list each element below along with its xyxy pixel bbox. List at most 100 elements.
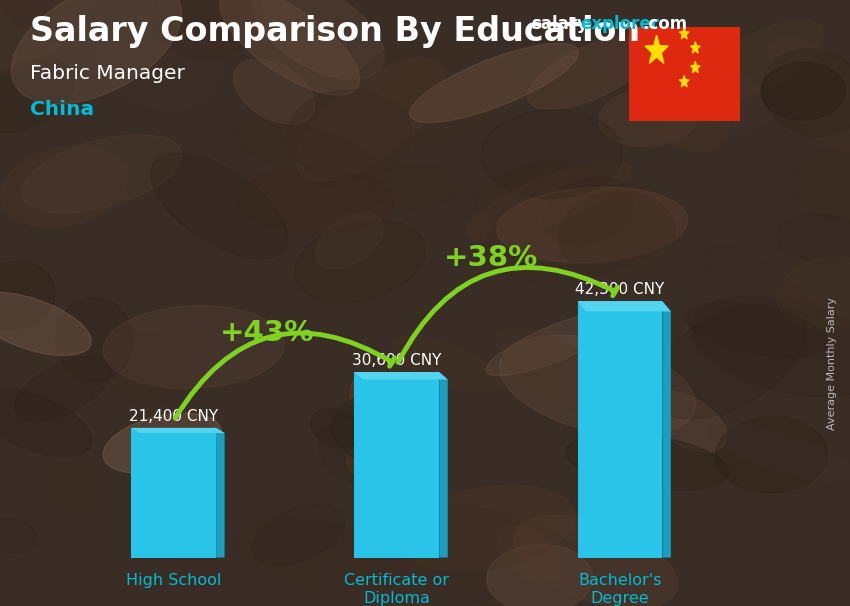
Ellipse shape — [287, 90, 411, 180]
Ellipse shape — [499, 335, 696, 436]
Ellipse shape — [776, 214, 850, 262]
FancyBboxPatch shape — [131, 428, 216, 558]
Ellipse shape — [399, 507, 593, 606]
Ellipse shape — [0, 59, 75, 133]
Ellipse shape — [0, 261, 55, 330]
Ellipse shape — [33, 324, 88, 407]
Ellipse shape — [252, 504, 344, 565]
Ellipse shape — [650, 303, 806, 419]
Ellipse shape — [237, 167, 393, 234]
Ellipse shape — [400, 485, 575, 571]
Ellipse shape — [764, 38, 850, 154]
Ellipse shape — [413, 501, 557, 594]
Ellipse shape — [347, 440, 405, 481]
Ellipse shape — [566, 433, 729, 491]
Ellipse shape — [762, 49, 850, 136]
Text: 21,400 CNY: 21,400 CNY — [129, 408, 218, 424]
Ellipse shape — [11, 0, 182, 104]
Ellipse shape — [172, 550, 313, 606]
Text: Salary Comparison By Education: Salary Comparison By Education — [30, 15, 640, 48]
Ellipse shape — [220, 0, 360, 95]
Polygon shape — [690, 61, 700, 73]
FancyBboxPatch shape — [578, 301, 662, 558]
Ellipse shape — [496, 187, 688, 263]
Ellipse shape — [391, 336, 501, 392]
Ellipse shape — [315, 213, 383, 268]
Ellipse shape — [0, 0, 80, 42]
Ellipse shape — [0, 518, 36, 553]
Ellipse shape — [145, 470, 215, 522]
Ellipse shape — [311, 408, 360, 448]
Polygon shape — [662, 301, 671, 558]
Text: 30,600 CNY: 30,600 CNY — [352, 353, 441, 368]
Polygon shape — [679, 75, 689, 87]
Ellipse shape — [486, 308, 631, 376]
Polygon shape — [679, 27, 689, 39]
Ellipse shape — [103, 413, 222, 473]
Ellipse shape — [110, 331, 184, 407]
Polygon shape — [131, 428, 224, 433]
Polygon shape — [439, 372, 448, 558]
Polygon shape — [690, 42, 700, 53]
Text: .com: .com — [642, 15, 687, 33]
Ellipse shape — [0, 388, 92, 456]
Ellipse shape — [475, 162, 603, 225]
Text: China: China — [30, 100, 94, 119]
Ellipse shape — [514, 516, 677, 606]
Ellipse shape — [15, 357, 111, 421]
Ellipse shape — [319, 416, 420, 488]
Polygon shape — [216, 428, 224, 558]
Text: +43%: +43% — [220, 319, 314, 347]
Ellipse shape — [528, 36, 654, 110]
Text: +38%: +38% — [444, 244, 538, 272]
Ellipse shape — [21, 135, 182, 213]
Ellipse shape — [543, 177, 633, 245]
Ellipse shape — [496, 328, 618, 417]
Text: Fabric Manager: Fabric Manager — [30, 64, 184, 82]
Ellipse shape — [485, 565, 546, 606]
Ellipse shape — [481, 110, 623, 198]
Ellipse shape — [685, 302, 828, 358]
Ellipse shape — [341, 36, 452, 135]
Ellipse shape — [648, 391, 727, 452]
Text: salary: salary — [531, 15, 588, 33]
Ellipse shape — [410, 43, 579, 122]
Ellipse shape — [252, 0, 384, 79]
Ellipse shape — [373, 50, 507, 146]
Ellipse shape — [295, 220, 425, 303]
FancyBboxPatch shape — [354, 372, 439, 558]
Ellipse shape — [137, 413, 215, 467]
Ellipse shape — [50, 462, 100, 512]
Ellipse shape — [152, 0, 263, 58]
Ellipse shape — [793, 145, 850, 222]
Ellipse shape — [236, 518, 403, 593]
Ellipse shape — [706, 245, 828, 355]
Ellipse shape — [598, 87, 699, 147]
Ellipse shape — [702, 20, 824, 101]
Ellipse shape — [467, 160, 630, 241]
Ellipse shape — [558, 192, 676, 276]
Ellipse shape — [0, 0, 93, 78]
Ellipse shape — [332, 393, 431, 464]
Ellipse shape — [1, 146, 127, 228]
Text: Average Monthly Salary: Average Monthly Salary — [827, 297, 837, 430]
Ellipse shape — [56, 298, 133, 382]
Polygon shape — [645, 35, 668, 63]
Ellipse shape — [716, 417, 827, 493]
Ellipse shape — [234, 59, 314, 124]
Polygon shape — [578, 301, 671, 311]
Ellipse shape — [659, 92, 729, 152]
Ellipse shape — [499, 525, 560, 584]
Polygon shape — [354, 372, 448, 379]
Ellipse shape — [368, 164, 456, 209]
Ellipse shape — [777, 256, 850, 330]
Ellipse shape — [487, 544, 593, 606]
Ellipse shape — [0, 292, 91, 356]
Ellipse shape — [691, 296, 850, 396]
Text: 42,300 CNY: 42,300 CNY — [575, 282, 665, 297]
Ellipse shape — [761, 62, 845, 120]
Ellipse shape — [98, 21, 220, 109]
Ellipse shape — [150, 153, 288, 259]
Text: explorer: explorer — [581, 15, 660, 33]
Ellipse shape — [297, 59, 445, 181]
